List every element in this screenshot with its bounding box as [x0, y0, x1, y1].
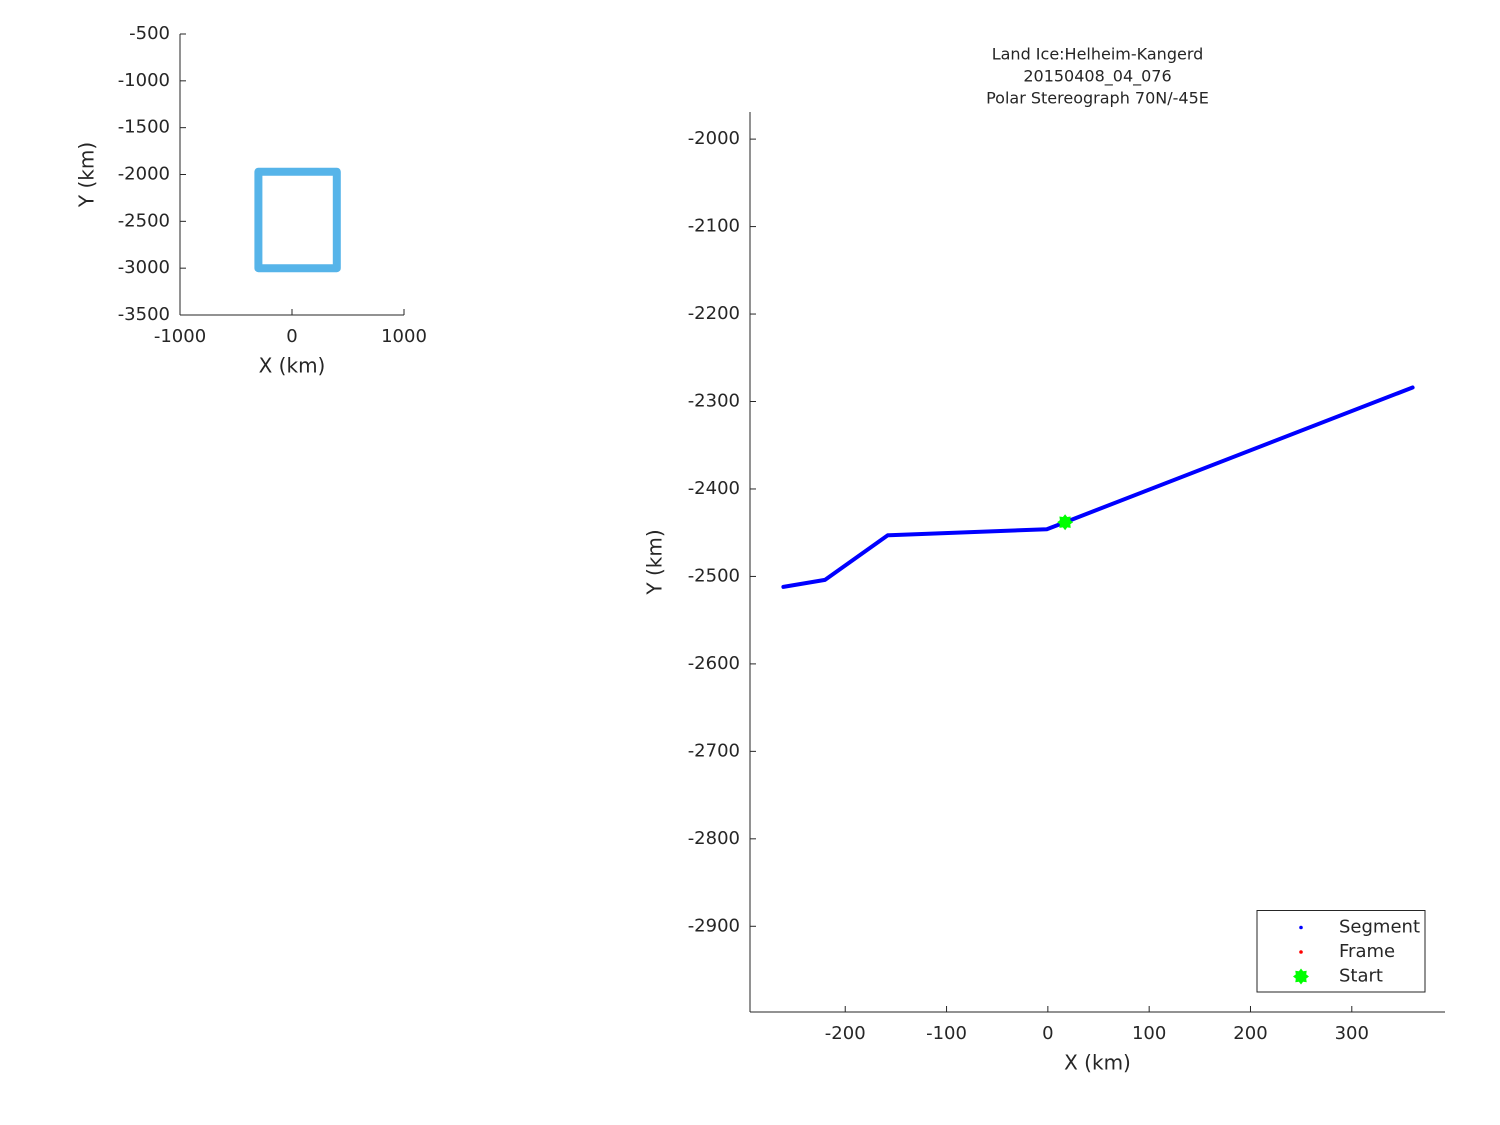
- y-tick-label: -3500: [118, 304, 170, 325]
- legend-box: [1256, 910, 1426, 993]
- y-tick-label: -2000: [688, 128, 740, 149]
- x-tick-label: 200: [1233, 1023, 1267, 1044]
- y-tick-label: -2100: [688, 216, 740, 237]
- x-tick-label: -200: [825, 1023, 866, 1044]
- y-tick-label: -2200: [688, 303, 740, 324]
- y-tick-label: -2500: [118, 210, 170, 231]
- data-line: [254, 167, 341, 273]
- x-axis-label: X (km): [1064, 1051, 1131, 1075]
- x-tick-label: 1000: [381, 326, 427, 347]
- y-tick-label: -2000: [118, 164, 170, 185]
- y-tick-label: -2900: [688, 915, 740, 936]
- y-tick-label: -2400: [688, 478, 740, 499]
- legend-marker: [1293, 968, 1309, 985]
- y-tick-label: -500: [129, 23, 170, 44]
- y-tick-label: -1500: [118, 117, 170, 138]
- y-tick-label: -2800: [688, 828, 740, 849]
- x-tick-label: -100: [926, 1023, 967, 1044]
- chart-title: Land Ice:Helheim-Kangerd: [992, 45, 1204, 64]
- chart-title: Polar Stereograph 70N/-45E: [986, 89, 1209, 108]
- legend-label: Frame: [1339, 941, 1395, 962]
- y-tick-label: -3000: [118, 257, 170, 278]
- y-tick-label: -2500: [688, 565, 740, 586]
- x-tick-label: 0: [1042, 1023, 1053, 1044]
- y-tick-label: -1000: [118, 70, 170, 91]
- x-tick-label: 0: [286, 326, 297, 347]
- y-tick-label: -2700: [688, 740, 740, 761]
- x-tick-label: 300: [1335, 1023, 1369, 1044]
- legend-marker: [1299, 950, 1303, 954]
- legend-label: Segment: [1339, 917, 1420, 938]
- data-line: [781, 385, 1415, 589]
- legend-label: Start: [1339, 966, 1383, 987]
- x-tick-label: -1000: [154, 326, 206, 347]
- y-tick-label: -2600: [688, 653, 740, 674]
- y-axis-label: Y (km): [75, 142, 99, 208]
- x-axis-label: X (km): [259, 354, 326, 378]
- y-tick-label: -2300: [688, 391, 740, 412]
- x-tick-label: 100: [1132, 1023, 1166, 1044]
- y-axis-label: Y (km): [643, 529, 667, 595]
- legend: Segment Frame Start: [1256, 910, 1426, 993]
- chart-title: 20150408_04_076: [1023, 67, 1171, 87]
- start-marker: [1057, 514, 1074, 531]
- legend-marker: [1299, 925, 1303, 930]
